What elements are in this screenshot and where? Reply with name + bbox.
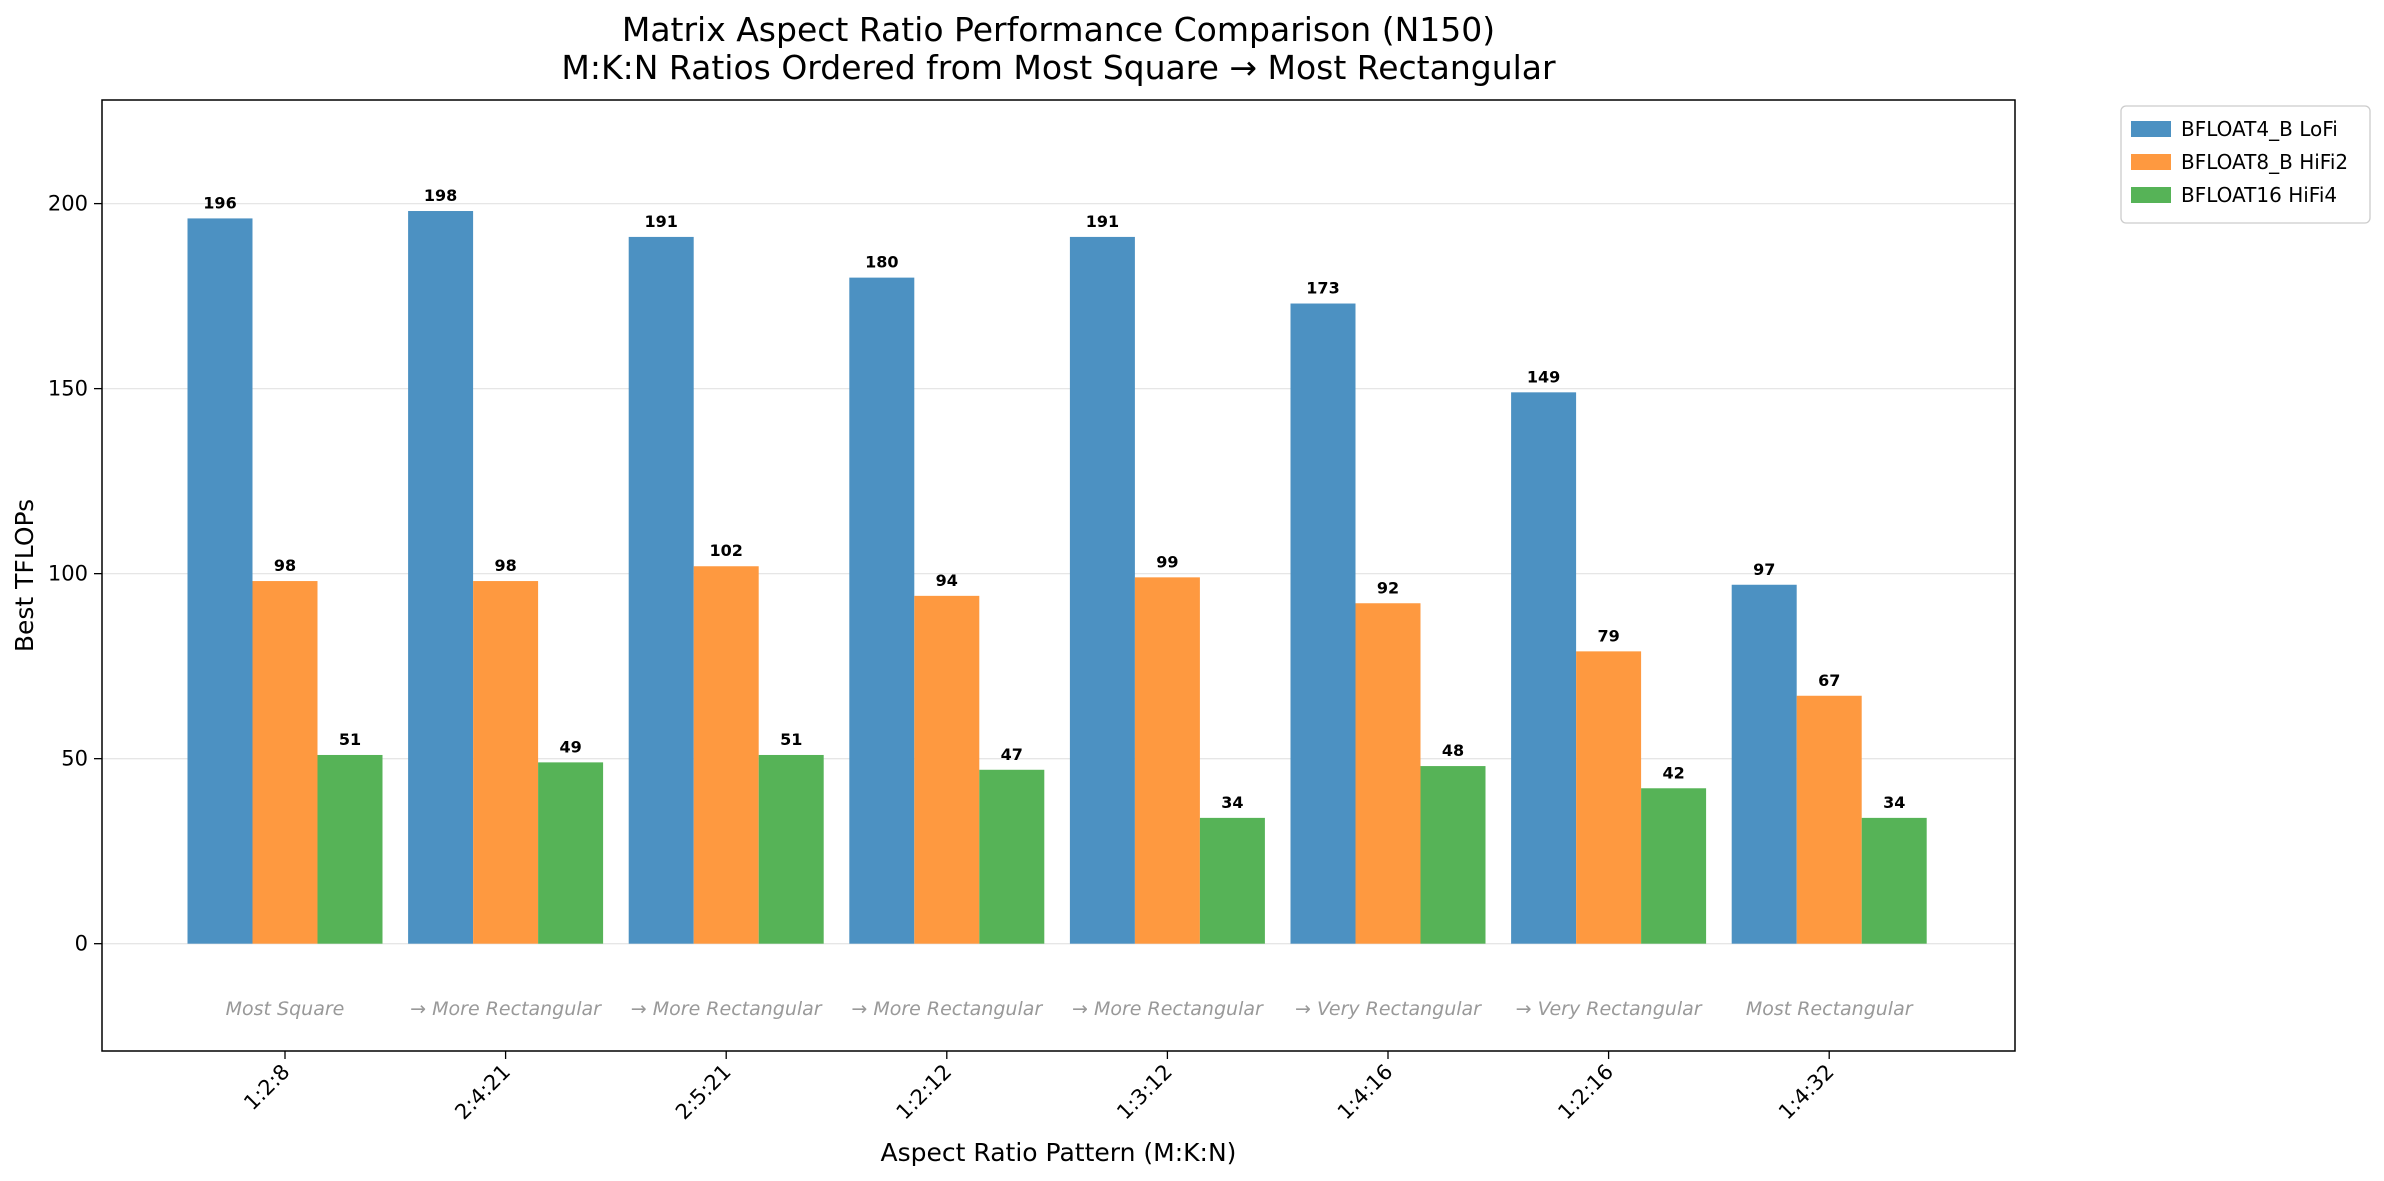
- chart-title: Matrix Aspect Ratio Performance Comparis…: [622, 10, 1495, 49]
- x-axis-label: Aspect Ratio Pattern (M:K:N): [881, 1138, 1237, 1167]
- bar-value-label: 47: [1001, 745, 1023, 764]
- plot-frame: [101, 99, 2016, 1052]
- bar: [187, 218, 253, 944]
- bar: [1199, 817, 1265, 944]
- grid-lines: [102, 202, 2015, 945]
- bar-value-label: 92: [1377, 578, 1399, 597]
- bar: [1731, 584, 1797, 944]
- y-axis-label: Best TFLOPs: [10, 499, 39, 652]
- bar: [317, 754, 383, 944]
- legend-box: [2120, 105, 2371, 224]
- bar: [1796, 695, 1862, 944]
- x-tick-label: 1:4:16: [1333, 1060, 1398, 1125]
- bar: [1641, 788, 1707, 944]
- x-tick-label: 2:4:21: [450, 1060, 515, 1125]
- x-tick-label: 1:2:8: [239, 1060, 294, 1115]
- bar-value-label: 51: [780, 730, 802, 749]
- category-annotation: → Very Rectangular: [1295, 998, 1482, 1020]
- category-annotation: Most Square: [226, 998, 345, 1020]
- bar-value-label: 49: [559, 737, 581, 756]
- bar: [1511, 392, 1577, 944]
- y-tick-label: 100: [48, 562, 88, 586]
- category-annotation: → More Rectangular: [1072, 998, 1264, 1020]
- bar: [1290, 303, 1356, 944]
- bar-value-label: 48: [1442, 741, 1464, 760]
- legend-swatch: [2131, 187, 2171, 203]
- category-annotation: → More Rectangular: [851, 998, 1043, 1020]
- bar-value-label: 102: [709, 541, 742, 560]
- bar: [473, 581, 539, 944]
- bar: [1069, 236, 1135, 944]
- bar: [849, 277, 915, 944]
- bar: [628, 236, 694, 944]
- bar: [252, 581, 318, 944]
- bar-value-label: 67: [1818, 671, 1840, 690]
- category-annotation: → More Rectangular: [631, 998, 823, 1020]
- bar-value-label: 98: [274, 556, 296, 575]
- bar-value-label: 51: [339, 730, 361, 749]
- chart-subtitle: M:K:N Ratios Ordered from Most Square → …: [561, 48, 1556, 87]
- bar-value-label: 191: [1086, 212, 1119, 231]
- x-tick-label: 2:5:21: [671, 1060, 736, 1125]
- bar: [693, 566, 759, 944]
- bar: [1576, 651, 1642, 944]
- category-annotation: → Very Rectangular: [1516, 998, 1703, 1020]
- y-tick-label: 200: [48, 192, 88, 216]
- legend-swatch: [2131, 154, 2171, 170]
- y-tick-label: 150: [48, 377, 88, 401]
- bar-value-label: 98: [494, 556, 516, 575]
- bar-value-label: 34: [1221, 793, 1243, 812]
- category-annotation: Most Rectangular: [1746, 998, 1914, 1020]
- bar-value-label: 94: [936, 571, 958, 590]
- bar-value-label: 198: [424, 186, 457, 205]
- bar-value-label: 99: [1156, 552, 1178, 571]
- y-tick-label: 0: [75, 932, 88, 956]
- bar: [1420, 766, 1486, 944]
- bar: [1861, 817, 1927, 944]
- bar: [979, 769, 1045, 944]
- x-tick-label: 1:2:16: [1553, 1060, 1618, 1125]
- legend-label: BFLOAT16 HiFi4: [2181, 183, 2337, 207]
- bar-value-label: 191: [644, 212, 677, 231]
- bar-value-label: 173: [1306, 279, 1339, 298]
- legend: BFLOAT4_B LoFi BFLOAT8_B HiFi2 BFLOAT16 Hi…: [2120, 105, 2371, 224]
- bar: [914, 595, 980, 944]
- bar: [408, 211, 474, 944]
- bar-value-label: 42: [1662, 763, 1684, 782]
- x-axis-ticks: 1:2:8 2:4:21 2:5:21 1:2:12 1:3:12 1:4:16 1:2:1…: [239, 1051, 1839, 1124]
- y-axis-ticks: 0 50 100 150 200: [48, 192, 102, 956]
- bars: [187, 211, 1927, 944]
- legend-swatch: [2131, 121, 2171, 137]
- bar-value-label: 79: [1597, 626, 1619, 645]
- x-tick-label: 1:4:32: [1774, 1060, 1839, 1125]
- bar-value-labels: 196 198 191 180 191 173 149 97 98 98 102 94 99 92 79 67…: [203, 186, 1905, 812]
- x-tick-label: 1:3:12: [1112, 1060, 1177, 1125]
- bar-value-label: 97: [1753, 560, 1775, 579]
- legend-label: BFLOAT8_B HiFi2: [2181, 150, 2348, 174]
- bar-value-label: 180: [865, 253, 898, 272]
- legend-label: BFLOAT4_B LoFi: [2181, 117, 2338, 141]
- bar: [758, 754, 824, 944]
- bar: [1134, 577, 1200, 944]
- bar-value-label: 34: [1883, 793, 1905, 812]
- bar: [538, 762, 604, 944]
- category-annotations: Most Square → More Rectangular → More Rect…: [226, 998, 1914, 1020]
- y-tick-label: 50: [61, 747, 88, 771]
- bar: [1355, 603, 1421, 944]
- bar-value-label: 149: [1527, 367, 1560, 386]
- x-tick-label: 1:2:12: [892, 1060, 957, 1125]
- category-annotation: → More Rectangular: [410, 998, 602, 1020]
- bar-value-label: 196: [203, 193, 236, 212]
